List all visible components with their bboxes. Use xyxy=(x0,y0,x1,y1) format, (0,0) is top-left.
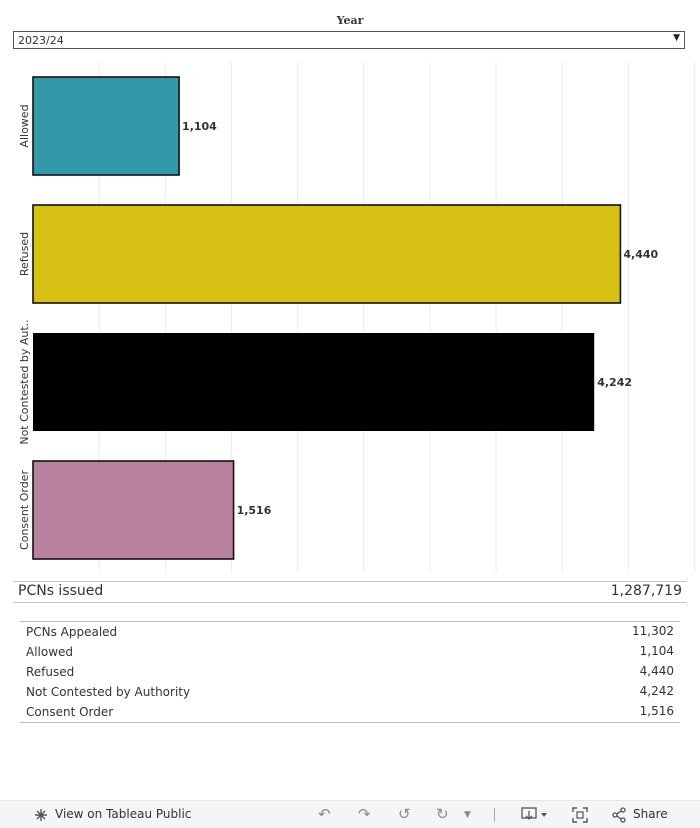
summary-value: 11,302 xyxy=(632,624,674,638)
redo-icon[interactable]: ↷ xyxy=(358,805,371,823)
category-label: Not Contested by Aut.. xyxy=(18,319,31,444)
summary-table: PCNs Appealed 11,302 Allowed 1,104 Refus… xyxy=(20,621,680,723)
revert-icon[interactable]: ↺ xyxy=(398,805,411,823)
pcns-issued-label: PCNs issued xyxy=(18,583,104,599)
summary-label: Not Contested by Authority xyxy=(26,685,191,699)
year-select[interactable]: 2023/24 ▼ xyxy=(13,31,685,49)
summary-row: Refused 4,440 xyxy=(20,662,680,682)
summary-label: Allowed xyxy=(26,645,74,659)
summary-row: Allowed 1,104 xyxy=(20,642,680,662)
share-button[interactable]: Share xyxy=(633,807,668,821)
view-on-tableau-link[interactable]: View on Tableau Public xyxy=(55,807,192,821)
category-label: Refused xyxy=(18,232,31,276)
refresh-icon[interactable]: ↻ xyxy=(436,805,449,823)
summary-label: Refused xyxy=(26,665,75,679)
year-select-value: 2023/24 xyxy=(18,34,64,47)
summary-row: Not Contested by Authority 4,242 xyxy=(20,682,680,702)
bar-value-label: 1,516 xyxy=(237,504,272,517)
bar-value-label: 4,242 xyxy=(597,376,632,389)
bar-chart: 1,104 Allowed 4,440 Refused 4,242 Not Contest… xyxy=(18,62,695,573)
summary-row: Consent Order 1,516 xyxy=(20,702,680,722)
footer-divider xyxy=(494,808,495,822)
summary-value: 1,104 xyxy=(639,644,674,658)
tableau-logo-icon xyxy=(35,809,47,821)
download-icon[interactable] xyxy=(521,807,551,822)
year-filter-title: Year xyxy=(336,14,364,27)
bar-value-label: 4,440 xyxy=(623,248,658,261)
undo-icon[interactable]: ↶ xyxy=(318,805,331,823)
summary-label: Consent Order xyxy=(26,705,114,719)
summary-value: 1,516 xyxy=(639,704,674,718)
summary-label: PCNs Appealed xyxy=(26,625,118,639)
bar[interactable] xyxy=(32,204,622,304)
summary-row: PCNs Appealed 11,302 xyxy=(20,622,680,642)
share-icon[interactable] xyxy=(611,807,627,823)
summary-value: 4,440 xyxy=(639,664,674,678)
bar[interactable] xyxy=(32,76,180,176)
bar-value-label: 1,104 xyxy=(182,120,217,133)
category-label: Allowed xyxy=(18,104,31,147)
pcns-issued-row: PCNs issued 1,287,719 xyxy=(13,581,687,603)
bar[interactable] xyxy=(32,460,235,560)
summary-value: 4,242 xyxy=(639,684,674,698)
bar[interactable] xyxy=(33,333,595,431)
pcns-issued-value: 1,287,719 xyxy=(610,583,682,599)
chevron-down-icon[interactable]: ▼ xyxy=(673,33,680,43)
category-label: Consent Order xyxy=(18,470,31,550)
pause-dropdown-icon[interactable]: ▼ xyxy=(464,810,471,820)
fullscreen-icon[interactable] xyxy=(572,807,588,823)
tableau-footer: View on Tableau Public ↶ ↷ ↺ ↻ ▼ Share xyxy=(0,800,700,828)
